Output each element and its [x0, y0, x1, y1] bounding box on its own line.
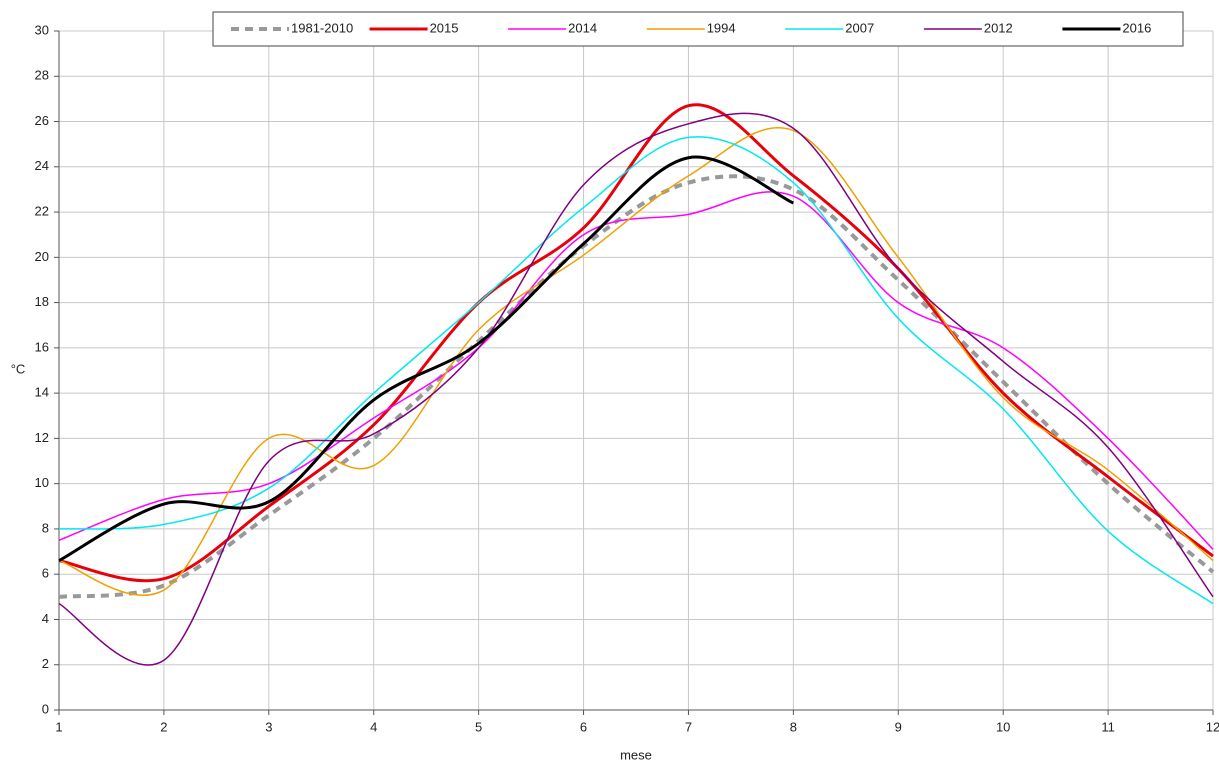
series-line — [58, 191, 1214, 550]
series-line — [58, 103, 1214, 583]
series-line — [58, 155, 794, 562]
y-tick-label: 2 — [42, 656, 49, 671]
x-tick-label: 7 — [685, 719, 692, 734]
y-tick-label: 16 — [35, 339, 49, 354]
x-tick-label: 10 — [996, 719, 1010, 734]
x-tick-label: 5 — [475, 719, 482, 734]
y-tick-label: 8 — [42, 520, 49, 535]
y-tick-label: 20 — [35, 249, 49, 264]
legend-label: 2014 — [568, 20, 597, 35]
series-line — [58, 112, 1214, 666]
x-tick-label: 3 — [265, 719, 272, 734]
series-line — [58, 136, 1214, 605]
y-tick-label: 26 — [35, 113, 49, 128]
y-tick-label: 18 — [35, 294, 49, 309]
legend-label: 2015 — [430, 20, 459, 35]
y-tick-label: 24 — [35, 158, 49, 173]
y-tick-label: 14 — [35, 385, 49, 400]
legend-label: 2007 — [845, 20, 874, 35]
y-tick-label: 4 — [42, 611, 49, 626]
y-tick-label: 0 — [42, 701, 49, 716]
series-line — [58, 127, 1214, 597]
y-tick-label: 30 — [35, 22, 49, 37]
x-tick-label: 8 — [790, 719, 797, 734]
legend-label: 1994 — [707, 20, 736, 35]
legend-label: 2016 — [1122, 20, 1151, 35]
x-tick-label: 4 — [370, 719, 377, 734]
y-axis-label: °C — [11, 361, 26, 376]
y-tick-label: 12 — [35, 430, 49, 445]
x-tick-label: 12 — [1206, 719, 1219, 734]
legend-label: 1981-2010 — [291, 20, 353, 35]
x-tick-label: 9 — [895, 719, 902, 734]
y-tick-label: 6 — [42, 566, 49, 581]
y-tick-label: 28 — [35, 68, 49, 83]
series-line — [58, 174, 1215, 599]
x-tick-label: 11 — [1101, 719, 1115, 734]
legend-label: 2012 — [984, 20, 1013, 35]
x-tick-label: 1 — [55, 719, 62, 734]
x-tick-label: 2 — [160, 719, 167, 734]
x-tick-label: 6 — [580, 719, 587, 734]
y-tick-label: 10 — [35, 475, 49, 490]
x-axis-label: mese — [620, 747, 652, 762]
y-tick-label: 22 — [35, 204, 49, 219]
